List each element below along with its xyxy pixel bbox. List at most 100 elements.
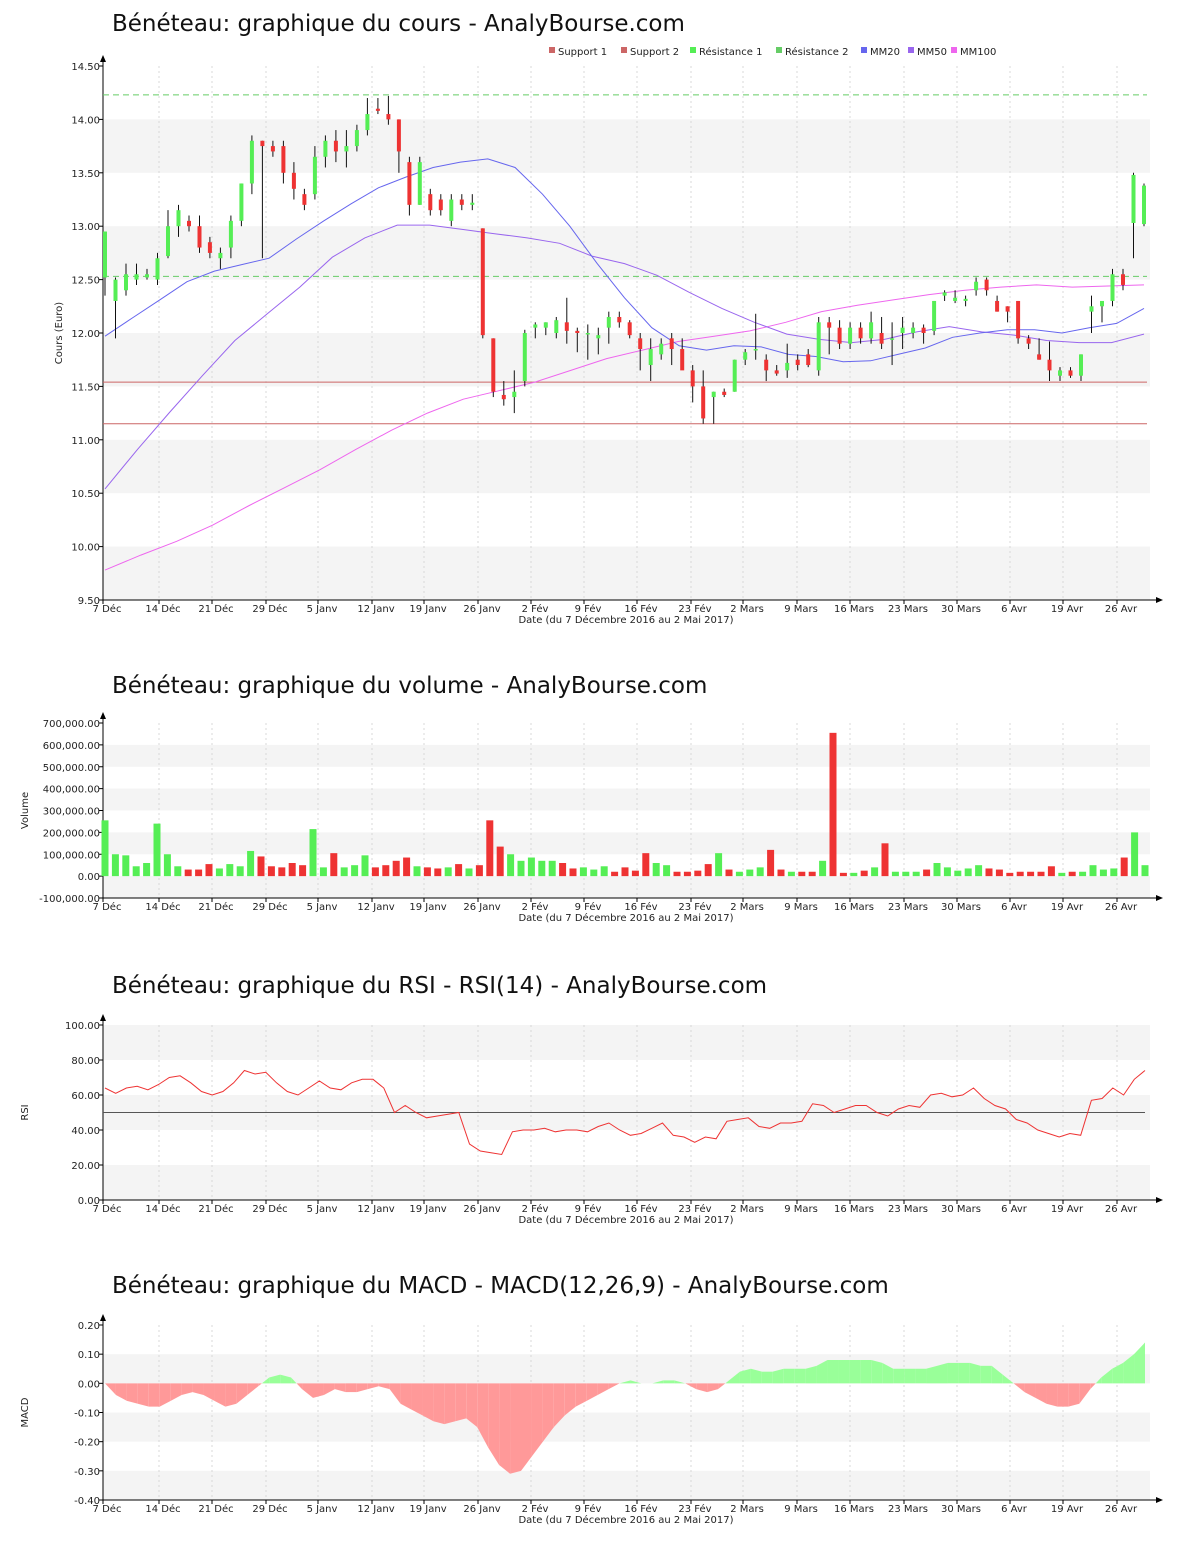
legend-label: MM100: [960, 47, 996, 58]
macd-area-segment: [761, 1371, 773, 1384]
price-y-tick-label: 12.00: [71, 329, 100, 340]
price-candle: [921, 327, 926, 333]
macd-area-segment: [192, 1383, 204, 1395]
macd-area-segment: [531, 1383, 543, 1457]
price-candle: [1110, 274, 1115, 301]
rsi-x-tick-label: 26 Janv: [463, 1204, 500, 1215]
macd-y-tick-label: 0.20: [78, 1321, 100, 1332]
price-y-tick-label: 13.00: [71, 222, 100, 233]
macd-x-tick-label: 16 Fév: [624, 1503, 657, 1515]
macd-area-segment: [783, 1368, 795, 1384]
volume-bar: [351, 865, 359, 877]
price-candle: [218, 252, 223, 259]
macd-y-tick-label: -0.40: [74, 1496, 100, 1507]
volume-bar: [1131, 832, 1139, 877]
macd-area-segment: [597, 1383, 609, 1395]
rsi-y-tick-label: 100.00: [65, 1021, 100, 1032]
volume-bar: [1006, 872, 1014, 877]
macd-area-segment: [849, 1360, 861, 1384]
macd-area-segment: [685, 1383, 697, 1390]
volume-bar: [403, 857, 411, 877]
macd-area-segment: [729, 1371, 740, 1384]
price-candle: [239, 183, 244, 221]
volume-y-tick-label: 300,000.00: [43, 807, 100, 818]
volume-bar: [496, 846, 504, 877]
volume-bar: [735, 871, 743, 877]
price-x-axis-arrow: [1156, 597, 1163, 603]
price-candle: [396, 119, 401, 152]
price-grid-band: [103, 226, 1150, 280]
price-candle: [774, 370, 779, 374]
price-candle: [187, 220, 191, 227]
volume-bar: [850, 872, 858, 877]
volume-bar: [1099, 869, 1107, 877]
price-candle: [974, 281, 979, 291]
price-candle: [617, 316, 622, 323]
volume-bar: [985, 868, 993, 877]
macd-area-segment: [991, 1365, 1003, 1384]
price-candle: [1005, 306, 1010, 312]
volume-bar: [579, 867, 587, 877]
legend-swatch: [908, 47, 914, 53]
macd-area-segment: [302, 1383, 313, 1398]
volume-bar: [611, 871, 619, 877]
macd-area-segment: [816, 1360, 828, 1384]
rsi-chart-title: Bénéteau: graphique du RSI - RSI(14) - A…: [112, 973, 768, 999]
price-candle: [1079, 354, 1083, 376]
macd-area-segment: [367, 1383, 379, 1390]
macd-area-segment: [378, 1383, 390, 1390]
price-x-tick-label: 14 Déc: [145, 603, 180, 615]
price-x-tick-label: 19 Avr: [1051, 604, 1084, 615]
volume-bar: [1068, 871, 1076, 877]
volume-x-tick-label: 6 Avr: [1001, 902, 1028, 913]
volume-bar: [444, 867, 452, 877]
price-candle: [1100, 300, 1104, 307]
price-candle: [1131, 174, 1136, 223]
volume-bar: [486, 820, 494, 877]
volume-bar: [1027, 871, 1035, 877]
macd-area-segment: [718, 1383, 726, 1390]
volume-bar: [247, 850, 255, 877]
volume-bar: [267, 866, 275, 877]
price-candle: [900, 327, 905, 333]
price-candle: [470, 202, 475, 205]
price-candle: [491, 338, 496, 392]
price-y-tick-label: 10.00: [71, 543, 100, 554]
macd-area-segment: [969, 1362, 981, 1384]
macd-x-tick-label: 2 Mars: [730, 1504, 764, 1515]
rsi-chart: 0.00 20.00 40.00 60.00 80.00 100.00 7 Déc 14 Dé…: [20, 1014, 1163, 1226]
price-candle: [312, 156, 317, 195]
macd-area-segment: [521, 1383, 532, 1471]
price-x-tick-label: 26 Avr: [1105, 604, 1138, 615]
price-candle: [270, 146, 275, 152]
price-y-axis-arrow: [100, 55, 106, 62]
macd-area-segment: [499, 1383, 511, 1474]
rsi-x-tick-label: 21 Déc: [198, 1203, 233, 1215]
macd-area-segment: [652, 1380, 664, 1384]
volume-chart-title: Bénéteau: graphique du volume - AnalyBou…: [112, 673, 708, 699]
macd-area-segment: [159, 1383, 171, 1407]
volume-bar: [163, 854, 171, 877]
volume-bar: [122, 855, 130, 877]
macd-x-tick-label: 16 Mars: [834, 1504, 874, 1515]
volume-bar: [808, 871, 816, 877]
volume-bar: [756, 867, 764, 877]
price-candle: [984, 279, 989, 291]
price-candle: [533, 324, 538, 328]
macd-area-segment: [323, 1383, 335, 1395]
legend-label: Résistance 2: [785, 46, 848, 58]
price-candle: [1037, 354, 1042, 360]
rsi-x-tick-label: 19 Avr: [1051, 1204, 1084, 1215]
rsi-y-tick-label: 0.00: [78, 1196, 100, 1207]
price-candle: [648, 349, 653, 366]
volume-bar: [548, 860, 556, 877]
volume-bar: [839, 872, 847, 877]
volume-x-tick-label: 21 Déc: [198, 901, 233, 913]
price-candle: [260, 140, 265, 147]
price-candle: [722, 391, 727, 395]
mm50-line: [104, 224, 1145, 490]
price-candle: [827, 322, 832, 328]
volume-bar: [590, 869, 598, 877]
price-candle: [407, 162, 412, 205]
macd-area-segment: [893, 1368, 905, 1384]
